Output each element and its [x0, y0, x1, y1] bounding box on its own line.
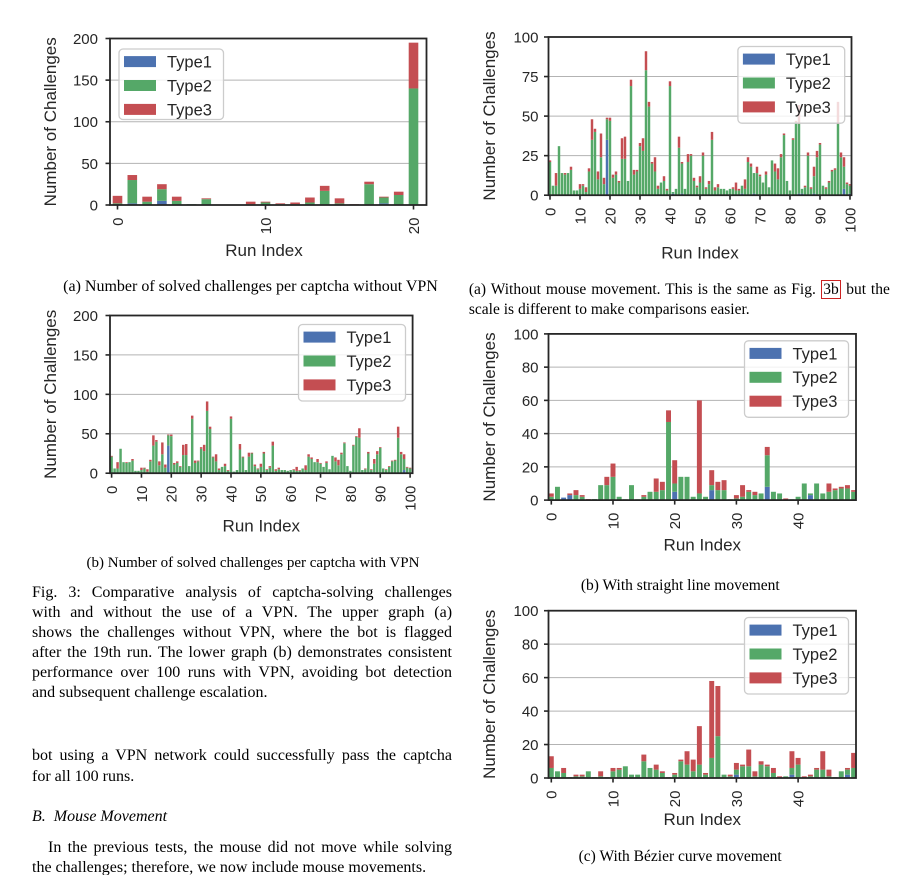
- svg-text:Number of Challenges: Number of Challenges: [480, 610, 499, 779]
- svg-text:50: 50: [81, 156, 98, 173]
- svg-text:40: 40: [791, 791, 808, 808]
- svg-text:Number of Challenges: Number of Challenges: [480, 31, 499, 200]
- svg-text:80: 80: [522, 637, 539, 654]
- svg-text:30: 30: [632, 208, 649, 225]
- svg-text:20: 20: [522, 737, 539, 754]
- svg-text:0: 0: [90, 197, 98, 214]
- svg-text:200: 200: [73, 308, 98, 325]
- svg-text:50: 50: [253, 486, 270, 503]
- svg-text:10: 10: [258, 218, 275, 235]
- svg-text:150: 150: [73, 347, 98, 364]
- svg-text:100: 100: [73, 114, 98, 131]
- svg-text:60: 60: [522, 393, 539, 410]
- svg-text:Number of Challenges: Number of Challenges: [480, 332, 499, 501]
- svg-text:0: 0: [530, 770, 538, 787]
- svg-text:Run Index: Run Index: [223, 517, 301, 536]
- svg-text:Type1: Type1: [347, 329, 392, 347]
- svg-text:40: 40: [662, 208, 679, 225]
- svg-text:10: 10: [572, 208, 589, 225]
- svg-text:40: 40: [522, 426, 539, 443]
- svg-text:50: 50: [692, 208, 709, 225]
- svg-text:Type2: Type2: [347, 353, 392, 371]
- svg-text:10: 10: [605, 791, 622, 808]
- svg-text:70: 70: [313, 486, 330, 503]
- svg-text:150: 150: [73, 73, 98, 90]
- svg-text:0: 0: [530, 493, 538, 510]
- svg-text:Type1: Type1: [793, 622, 838, 640]
- svg-text:Type2: Type2: [167, 77, 212, 95]
- svg-text:Type1: Type1: [793, 345, 838, 363]
- svg-text:60: 60: [283, 486, 300, 503]
- svg-text:40: 40: [223, 486, 240, 503]
- svg-text:Type1: Type1: [167, 53, 212, 71]
- svg-text:100: 100: [73, 387, 98, 404]
- svg-text:Type2: Type2: [786, 75, 831, 93]
- svg-text:10: 10: [605, 513, 622, 530]
- svg-text:Type2: Type2: [793, 646, 838, 664]
- svg-text:80: 80: [522, 360, 539, 377]
- svg-text:20: 20: [406, 218, 423, 235]
- svg-text:Run Index: Run Index: [225, 241, 303, 260]
- svg-text:50: 50: [81, 426, 98, 443]
- svg-text:0: 0: [544, 513, 561, 521]
- svg-text:0: 0: [544, 791, 561, 799]
- svg-text:Type3: Type3: [793, 393, 838, 411]
- svg-text:Type3: Type3: [167, 101, 212, 119]
- svg-text:20: 20: [667, 791, 684, 808]
- svg-text:200: 200: [73, 31, 98, 48]
- svg-text:90: 90: [812, 208, 829, 225]
- svg-text:0: 0: [530, 188, 538, 205]
- svg-text:25: 25: [522, 148, 539, 165]
- svg-text:Type3: Type3: [786, 99, 831, 117]
- svg-text:Type2: Type2: [793, 369, 838, 387]
- svg-text:100: 100: [513, 603, 538, 620]
- svg-text:20: 20: [164, 486, 181, 503]
- svg-text:20: 20: [667, 513, 684, 530]
- svg-text:80: 80: [343, 486, 360, 503]
- svg-text:10: 10: [134, 486, 151, 503]
- svg-text:40: 40: [791, 513, 808, 530]
- svg-text:30: 30: [194, 486, 211, 503]
- svg-text:100: 100: [513, 326, 538, 343]
- svg-text:100: 100: [403, 486, 420, 511]
- svg-text:Number of Challenges: Number of Challenges: [41, 310, 60, 479]
- svg-text:Run Index: Run Index: [664, 536, 742, 555]
- svg-text:Type3: Type3: [793, 670, 838, 688]
- svg-text:0: 0: [110, 218, 127, 226]
- svg-text:30: 30: [729, 513, 746, 530]
- svg-text:40: 40: [522, 703, 539, 720]
- svg-text:100: 100: [513, 29, 538, 46]
- svg-text:0: 0: [542, 208, 559, 216]
- svg-text:Type1: Type1: [786, 51, 831, 69]
- svg-text:30: 30: [729, 791, 746, 808]
- svg-text:Run Index: Run Index: [664, 810, 742, 829]
- svg-text:60: 60: [522, 670, 539, 687]
- svg-text:20: 20: [602, 208, 619, 225]
- svg-text:75: 75: [522, 69, 539, 86]
- svg-text:Number of Challenges: Number of Challenges: [41, 37, 60, 206]
- svg-text:20: 20: [522, 459, 539, 476]
- svg-text:60: 60: [722, 208, 739, 225]
- svg-text:70: 70: [752, 208, 769, 225]
- svg-text:0: 0: [90, 466, 98, 483]
- svg-text:0: 0: [104, 486, 121, 494]
- svg-text:Type3: Type3: [347, 377, 392, 395]
- svg-text:50: 50: [522, 109, 539, 126]
- svg-text:Run Index: Run Index: [661, 244, 739, 263]
- svg-text:100: 100: [842, 208, 859, 233]
- svg-text:90: 90: [373, 486, 390, 503]
- svg-text:80: 80: [782, 208, 799, 225]
